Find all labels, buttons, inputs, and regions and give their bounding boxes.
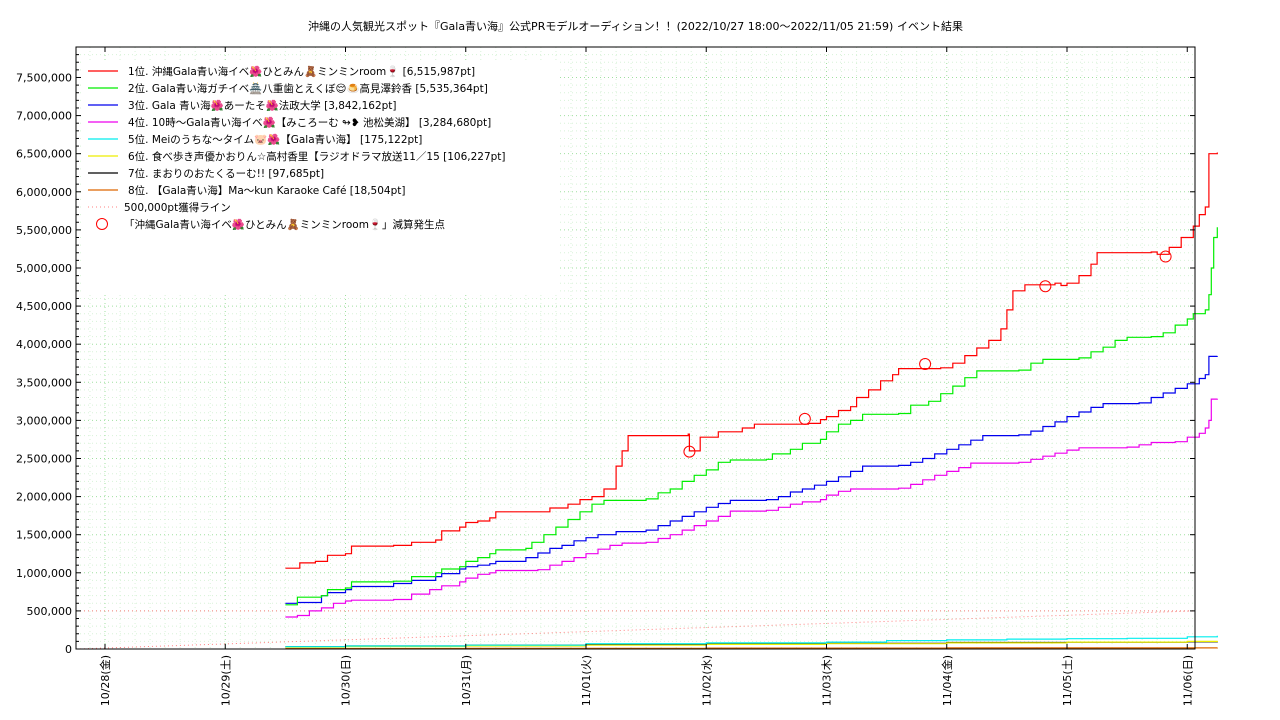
chart-title-right: イベント結果 [897,19,963,33]
legend-label-7: 7位. まおりのおたくるーむ!! [97,685pt] [128,167,324,180]
y-tick-label: 1,500,000 [16,529,72,542]
x-tick-label: 11/04(金) [940,655,954,706]
series-line-1 [285,152,1218,569]
legend-label-1: 1位. 沖縄Gala青い海イベ🌺ひとみん🧸ミンミンroom🍷 [6,515,98… [128,65,475,78]
reference-line-layer [75,610,1196,650]
x-tick-label: 10/30(日) [340,655,353,706]
deduction-marker [919,358,932,371]
y-tick-label: 2,000,000 [16,491,72,504]
y-tick-label: 500,000 [27,605,73,618]
series-line-3 [285,355,1218,604]
deduction-marker [1159,250,1172,263]
axes: 0 500,000 1,000,000 1,500,000 2,000,000 2,500… [16,47,1195,706]
legend-swatch-marker [96,218,108,230]
series-line-2 [285,227,1218,606]
legend-label-5: 5位. Meiのうちな〜タイム🐷🌺【Gala青い海】 [175,122pt] [128,133,422,146]
x-tick-label: 11/05(土) [1061,655,1074,706]
chart-title: 沖縄の人気観光スポット『Gala青い海』公式PRモデルオーディション！！(202… [308,19,893,33]
y-tick-label: 0 [65,643,72,656]
y-tick-label: 7,500,000 [16,71,72,84]
marker-layer [683,250,1172,458]
x-tick-label: 11/03(木) [821,655,834,706]
grid [76,47,1195,649]
x-tick-label: 10/31(月) [460,655,473,706]
y-tick-label: 7,000,000 [16,110,72,123]
x-tick-label: 11/01(火) [580,655,593,706]
y-tick-label: 5,500,000 [16,224,72,237]
series-line-4 [285,398,1218,618]
legend-background [82,60,557,292]
legend-label-3: 3位. Gala 青い海🌺あーたそ🌺法政大学 [3,842,162pt] [128,99,397,112]
legend-label-8: 8位. 【Gala青い海】Ma〜kun Karaoke Café [18,504… [128,184,405,197]
legend-label-4: 4位. 10時〜Gala青い海イベ🌺【みころーむ ↬❥ 池松美湖】 [3,284… [128,116,491,129]
y-tick-label: 3,000,000 [16,414,72,427]
x-tick-label: 11/06(日) [1181,655,1194,706]
y-tick-label: 6,500,000 [16,148,72,161]
plot-frame [75,46,1196,650]
x-tick-label: 10/28(金) [98,655,112,706]
legend-label-marker: 「沖縄Gala青い海イベ🌺ひとみん🧸ミンミンroom🍷」減算発生点 [124,218,445,231]
legend: 1位. 沖縄Gala青い海イベ🌺ひとみん🧸ミンミンroom🍷 [6,515,98… [88,65,506,231]
legend-label-reference: 500,000pt獲得ライン [124,201,231,214]
y-tick-label: 4,500,000 [16,300,72,313]
deduction-marker [1039,280,1052,293]
y-tick-label: 3,500,000 [16,376,72,389]
x-tick-label: 10/29(土) [219,655,232,706]
y-tick-label: 5,000,000 [16,262,72,275]
deduction-marker [798,412,811,425]
y-tick-label: 1,000,000 [16,567,72,580]
y-tick-label: 4,000,000 [16,338,72,351]
legend-label-6: 6位. 食べ歩き声優かおりん☆高村香里【ラジオドラマ放送11／15 [106,2… [128,150,506,163]
x-tick-label: 11/02(水) [700,655,713,706]
deduction-marker [683,445,696,458]
y-tick-label: 2,500,000 [16,452,72,465]
y-tick-label: 6,000,000 [16,186,72,199]
legend-label-2: 2位. Gala青い海ガチイベ🏯八重歯とえくぼ😌🍮高見澤鈴香 [5,535,36… [128,82,488,95]
